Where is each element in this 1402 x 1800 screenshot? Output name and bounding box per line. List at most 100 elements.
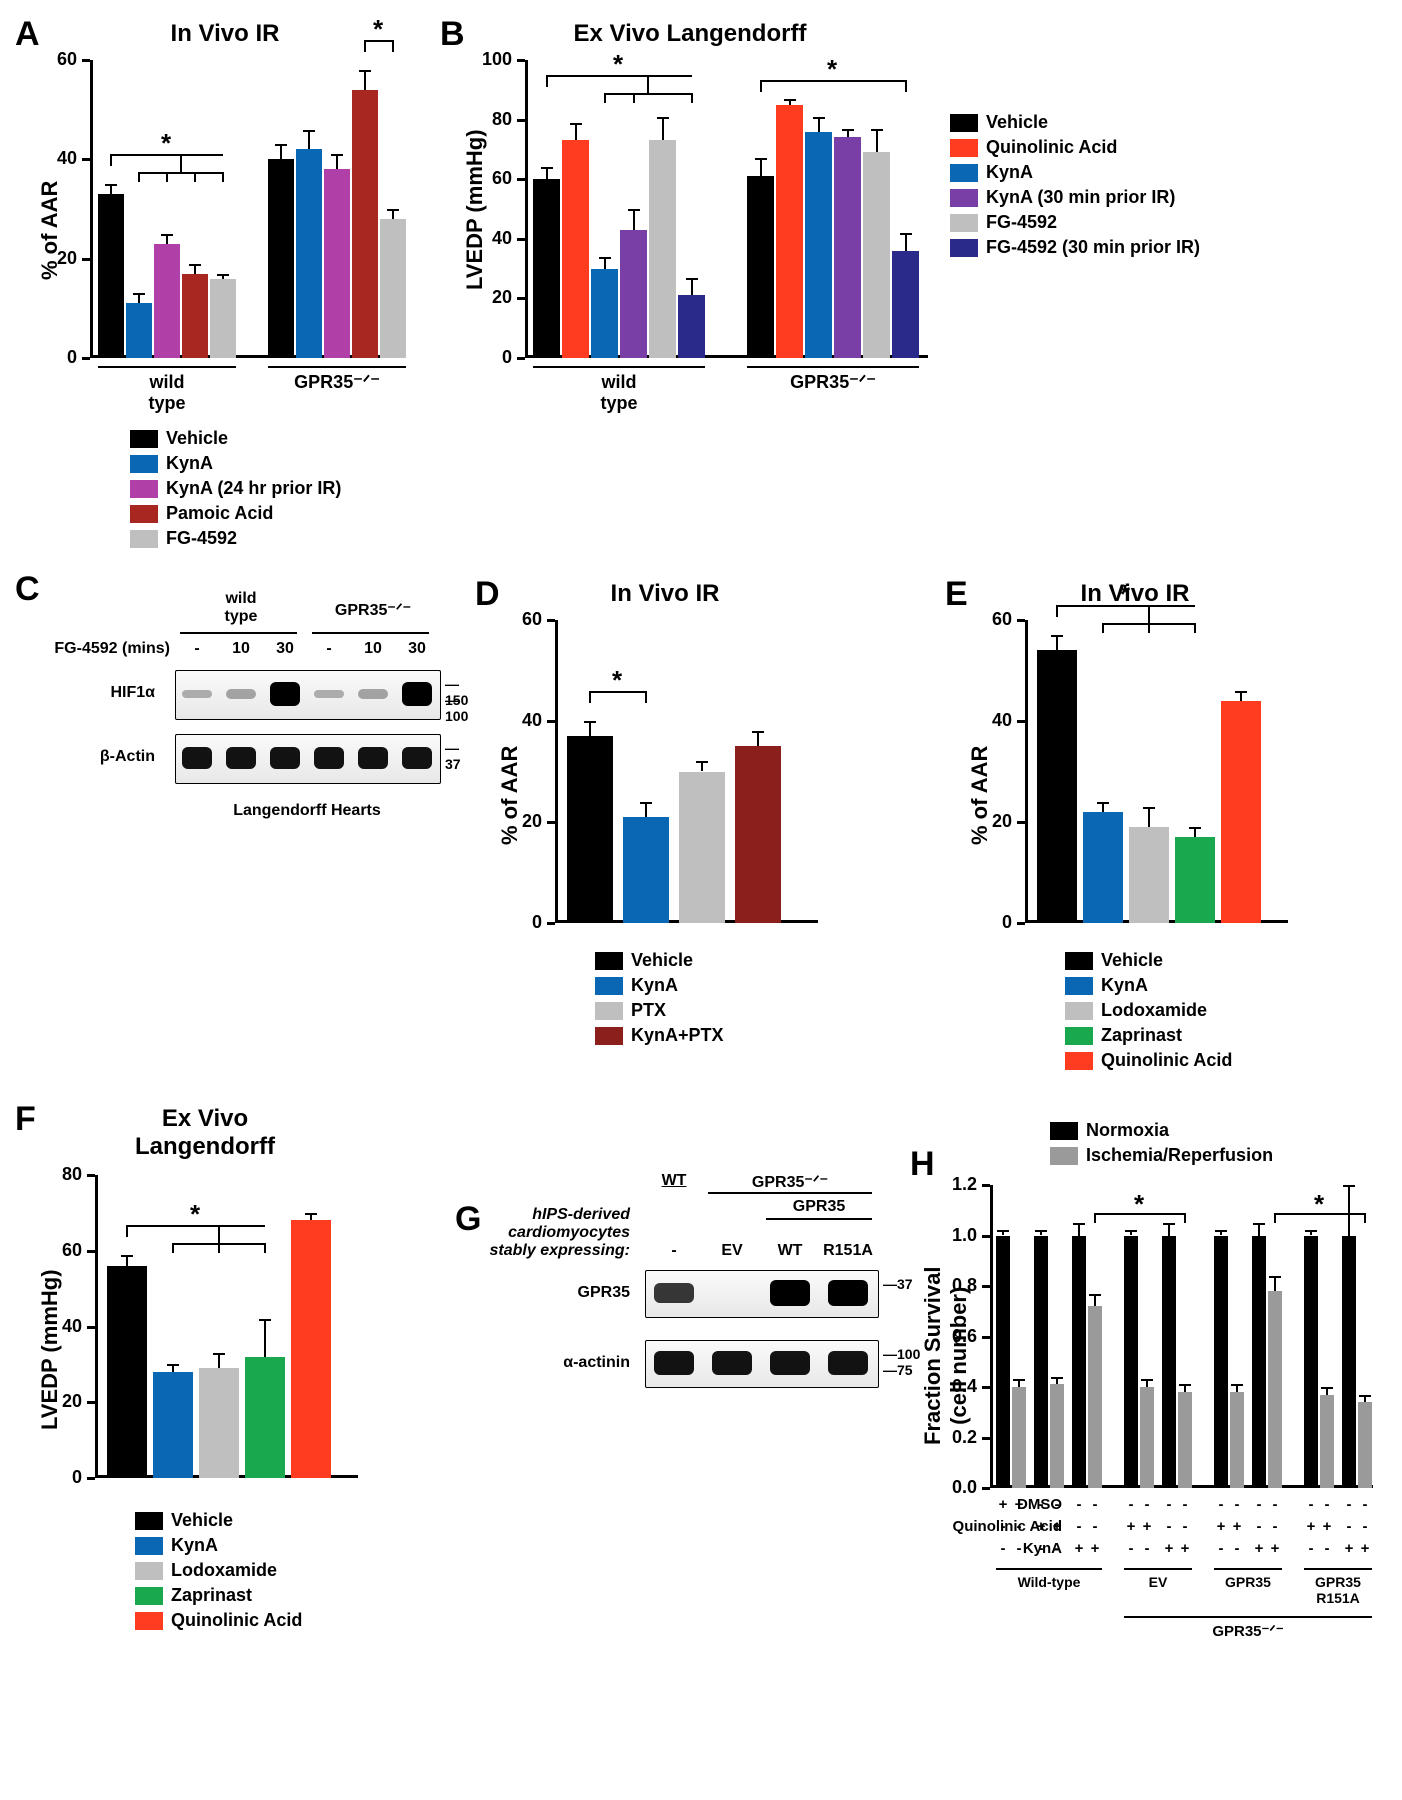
bar	[296, 149, 322, 358]
legend-label: Quinolinic Acid	[1101, 1050, 1232, 1071]
legend-swatch	[950, 164, 978, 182]
bar	[98, 194, 124, 358]
blot-band	[226, 747, 257, 769]
error-cap	[696, 761, 708, 763]
legend-label: Vehicle	[986, 112, 1048, 133]
panel-letter-f: F	[15, 1100, 36, 1139]
y-tick	[517, 357, 525, 360]
blot-lane-header: 10	[219, 640, 263, 658]
panel-letter-e: E	[945, 575, 968, 614]
figure-root: A In Vivo IR % of AAR 0204060 wild typeG…	[0, 0, 1402, 1800]
sig-star: *	[613, 49, 623, 80]
y-tick	[547, 619, 555, 622]
error-bar	[1348, 1185, 1350, 1236]
error-cap	[997, 1230, 1009, 1232]
y-tick-label: 20	[470, 287, 512, 308]
condition-mark: +	[1343, 1540, 1355, 1557]
legend-item: FG-4592 (30 min prior IR)	[950, 237, 1200, 258]
y-tick	[517, 178, 525, 181]
condition-mark: -	[1305, 1496, 1317, 1513]
legend-item: Vehicle	[135, 1510, 302, 1531]
error-cap	[755, 158, 767, 160]
y-tick-label: 40	[35, 148, 77, 169]
y-tick-label: 0.4	[935, 1376, 977, 1397]
sig-drop	[905, 80, 907, 92]
sig-drop	[647, 75, 649, 93]
y-tick-label: 0	[500, 912, 542, 933]
blot-marker: —100	[445, 692, 468, 724]
panel-e: E In Vivo IR % of AAR 0204060 * VehicleK…	[945, 570, 1385, 1080]
group-underline	[996, 1568, 1102, 1570]
sig-drop	[218, 1225, 220, 1243]
group-label: Wild-type	[991, 1574, 1107, 1590]
error-bar	[1148, 807, 1150, 827]
bar	[679, 772, 725, 924]
sig-drop	[126, 1225, 128, 1237]
error-cap	[1051, 1377, 1063, 1379]
condition-mark: -	[1089, 1518, 1101, 1535]
sig-drop	[645, 691, 647, 703]
error-bar	[905, 233, 907, 251]
legend-item: Vehicle	[595, 950, 724, 971]
error-cap	[1125, 1230, 1137, 1232]
legend-item: Lodoxamide	[135, 1560, 302, 1581]
bar	[1178, 1392, 1192, 1488]
legend-item: KynA	[1065, 975, 1232, 996]
y-tick-label: 0	[35, 347, 77, 368]
sig-drop	[1364, 1213, 1366, 1223]
condition-mark: -	[1269, 1496, 1281, 1513]
legend-swatch	[595, 1002, 623, 1020]
blot-lane-header: -	[645, 1242, 703, 1260]
blot-protein-name: α-actinin	[465, 1354, 630, 1372]
error-cap	[813, 117, 825, 119]
legend-label: KynA (30 min prior IR)	[986, 187, 1175, 208]
error-cap	[584, 721, 596, 723]
error-cap	[1141, 1379, 1153, 1381]
bar	[735, 746, 781, 923]
sig-star: *	[161, 128, 171, 159]
y-tick-label: 0	[970, 912, 1012, 933]
chart-title-a: In Vivo IR	[55, 20, 395, 48]
legend-item: Quinolinic Acid	[135, 1610, 302, 1631]
y-tick	[82, 357, 90, 360]
condition-mark: -	[1359, 1518, 1371, 1535]
y-tick	[982, 1235, 990, 1238]
panel-g: G WTGPR35⁻ᐟ⁻GPR35hIPS-derived cardiomyoc…	[455, 1160, 925, 1520]
sig-star: *	[373, 14, 383, 45]
condition-mark: +	[1013, 1496, 1025, 1513]
bar	[1088, 1306, 1102, 1488]
blot-marker: —75	[883, 1362, 913, 1378]
blot-group-label: wild type	[175, 590, 307, 626]
error-cap	[1163, 1223, 1175, 1225]
sig-drop	[1194, 623, 1196, 633]
group-underline	[533, 366, 705, 368]
legend-swatch	[1050, 1147, 1078, 1165]
y-tick	[982, 1487, 990, 1490]
group-underline	[268, 366, 406, 368]
sig-drop	[1148, 605, 1150, 623]
bar	[153, 1372, 193, 1478]
condition-mark: -	[1035, 1496, 1047, 1513]
legend-item: Vehicle	[950, 112, 1200, 133]
blot-lane-header: R151A	[819, 1242, 877, 1260]
blot-band	[828, 1280, 869, 1306]
condition-mark: -	[1013, 1518, 1025, 1535]
condition-mark: -	[1051, 1496, 1063, 1513]
bar	[154, 244, 180, 358]
sig-drop	[1148, 623, 1150, 633]
y-tick-label: 60	[35, 49, 77, 70]
blot-band	[654, 1351, 695, 1375]
error-bar	[1056, 635, 1058, 650]
y-tick	[87, 1250, 95, 1253]
blot-subgroup-label: GPR35	[761, 1198, 877, 1216]
y-tick-label: 60	[470, 168, 512, 189]
blot-band	[358, 747, 389, 769]
condition-mark: -	[1035, 1540, 1047, 1557]
condition-mark: -	[1343, 1496, 1355, 1513]
blot-subgroup-underline	[766, 1218, 872, 1220]
legend-item: Vehicle	[1065, 950, 1232, 971]
sig-drop	[110, 154, 112, 166]
error-cap	[1097, 802, 1109, 804]
bar	[1012, 1387, 1026, 1488]
legend-label: Lodoxamide	[171, 1560, 277, 1581]
